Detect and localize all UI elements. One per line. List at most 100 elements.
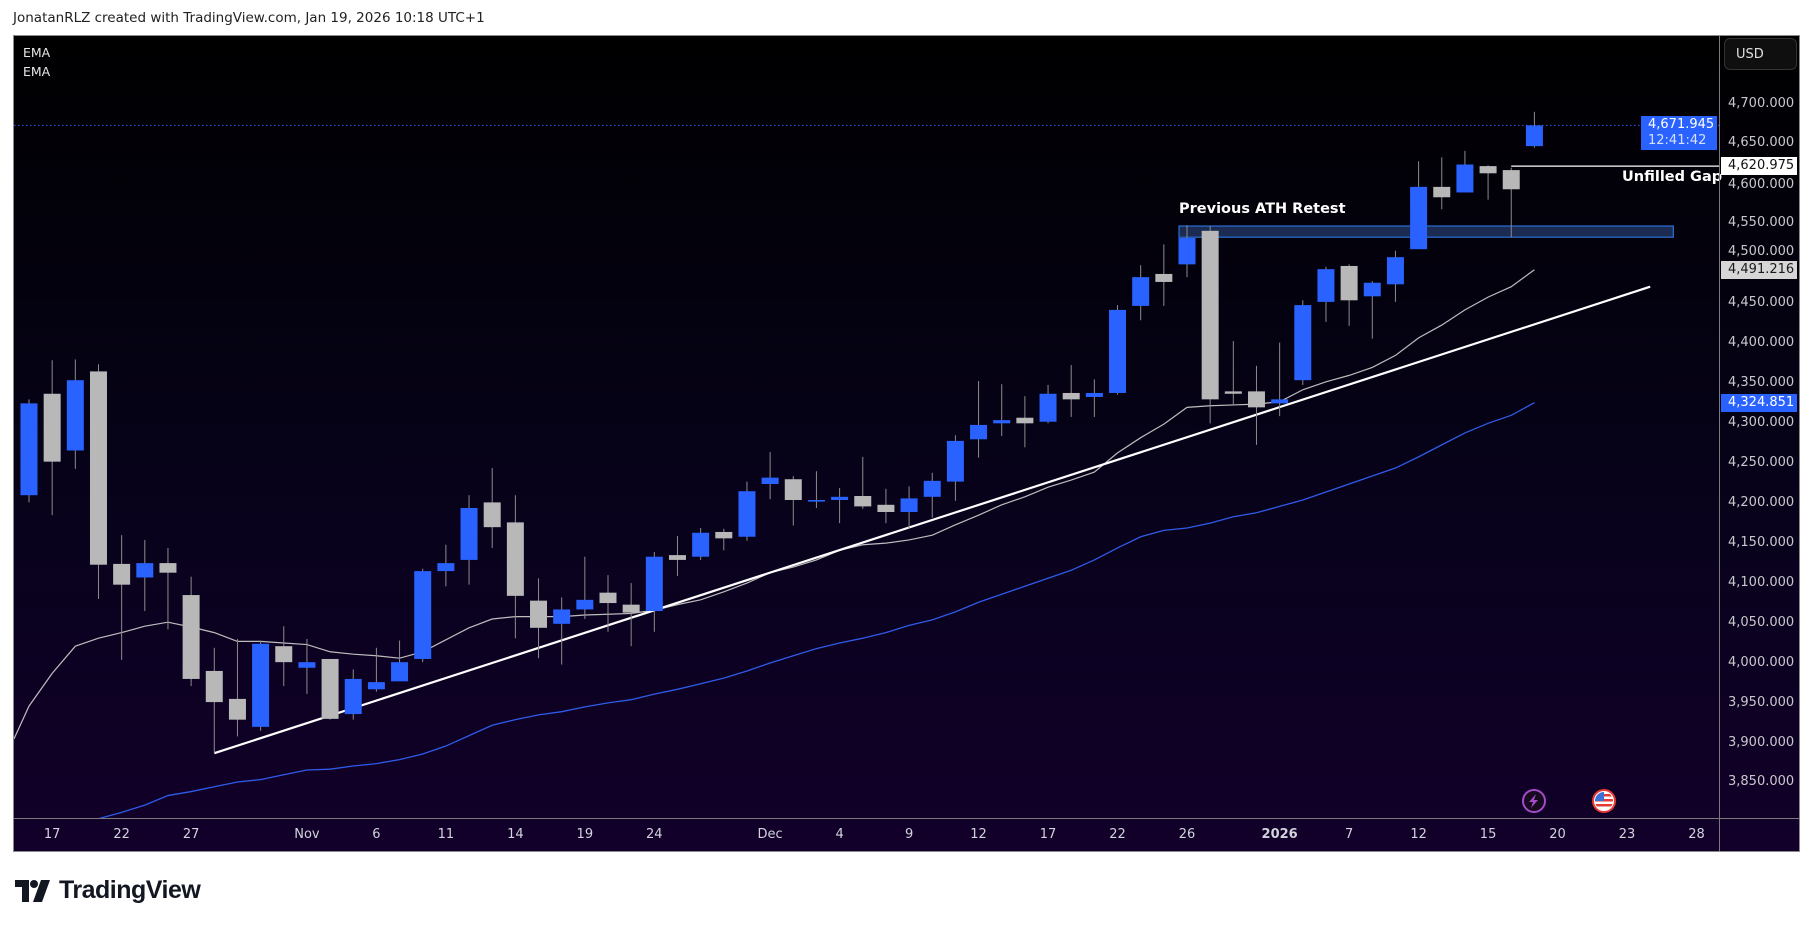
candle-body — [553, 609, 571, 624]
candle-body — [1340, 265, 1358, 301]
chart-credit: JonatanRLZ created with TradingView.com,… — [13, 10, 485, 26]
candle-body — [43, 393, 61, 462]
candle-body — [530, 600, 548, 628]
candle-body — [113, 563, 131, 585]
time-tick-label: 12 — [970, 827, 987, 842]
candle-body — [1363, 282, 1381, 297]
price-tick-label: 4,250.000 — [1728, 454, 1795, 470]
currency-button[interactable]: USD — [1724, 38, 1797, 70]
candle-body — [1410, 186, 1428, 250]
tradingview-logo[interactable]: TradingView — [15, 876, 201, 905]
time-tick-label: 11 — [437, 827, 455, 842]
time-tick-label: 26 — [1178, 827, 1196, 842]
candle-body — [1456, 164, 1474, 193]
candle-body — [437, 563, 455, 572]
us-flag-icon[interactable] — [1591, 789, 1616, 813]
price-tick-label: 4,650.000 — [1728, 135, 1795, 151]
countdown-timer: 12:41:42 — [1648, 133, 1707, 149]
price-tick-label: 4,050.000 — [1728, 614, 1795, 630]
time-tick-label: 4 — [835, 827, 844, 842]
price-tick-label: 4,450.000 — [1728, 295, 1795, 311]
candle-body — [900, 498, 918, 512]
time-axis[interactable]: 17 22 27 Nov 6 11 14 19 24 Dec 4 9 12 17 22 26 2026 7 12 15… — [14, 818, 1799, 851]
chart-container[interactable]: EMA EMA Previous ATH Retest Unfilled Gap… — [13, 35, 1800, 852]
price-tick-label: 3,900.000 — [1728, 734, 1795, 750]
time-tick-label: 22 — [1109, 827, 1126, 842]
time-tick-label: 12 — [1410, 827, 1427, 842]
price-tick-label: 4,350.000 — [1728, 375, 1795, 391]
candle-body — [321, 658, 339, 719]
candle-body — [622, 604, 640, 613]
time-tick-label: 6 — [372, 827, 381, 842]
candle-body — [576, 599, 594, 610]
time-tick-label: 17 — [1039, 827, 1057, 842]
candle-body — [1294, 305, 1312, 381]
time-tick-label: Nov — [294, 827, 320, 842]
time-tick-label: 17 — [43, 827, 61, 842]
candle-body — [159, 563, 177, 573]
candle-body — [1201, 230, 1219, 400]
price-pane[interactable] — [14, 36, 1719, 818]
lightning-icon[interactable] — [1522, 789, 1547, 813]
trendline[interactable] — [213, 285, 1651, 755]
candle-body — [344, 678, 362, 715]
unfilled-gap-label[interactable]: Unfilled Gap — [1622, 169, 1723, 186]
ema-slow-tag: 4,324.851 — [1721, 393, 1797, 412]
candle-body — [182, 595, 200, 679]
candle-body — [1085, 392, 1103, 397]
candle-body — [715, 531, 733, 539]
candle-body — [298, 662, 316, 668]
time-tick-label: 15 — [1479, 827, 1497, 842]
candle-body — [1224, 391, 1242, 394]
ema-slow-line[interactable] — [14, 402, 1535, 818]
time-tick-label: 20 — [1549, 827, 1566, 842]
candle-body — [1178, 237, 1196, 265]
candle-body — [668, 555, 686, 560]
price-axis[interactable]: USD 4,620.975 4,491.216 4,324.851 3,850.000… — [1719, 36, 1799, 818]
candle-body — [414, 571, 432, 659]
candle-body — [831, 496, 849, 501]
candle-body — [275, 646, 293, 663]
candle-body — [89, 371, 107, 565]
legend-ema-fast[interactable]: EMA — [23, 45, 51, 60]
candle-body — [228, 698, 246, 720]
price-tick-label: 4,600.000 — [1728, 177, 1795, 193]
candle-body — [1433, 186, 1451, 198]
candle-body — [761, 477, 779, 485]
candle-body — [692, 532, 710, 557]
price-tick-label: 4,500.000 — [1728, 243, 1795, 259]
time-tick-label: Dec — [757, 827, 783, 842]
candle-body — [460, 507, 478, 560]
candle-body — [205, 670, 223, 703]
candle-body — [1155, 273, 1173, 282]
candle-body — [483, 502, 501, 528]
time-tick-label: 27 — [182, 827, 200, 842]
candle-body — [367, 682, 385, 690]
candle-body — [1016, 417, 1034, 424]
candle-body — [1109, 309, 1127, 393]
legend-ema-slow[interactable]: EMA — [23, 64, 51, 79]
candle-body — [1271, 399, 1289, 404]
time-tick-label: 9 — [904, 827, 914, 842]
time-tick-label: 28 — [1688, 827, 1705, 842]
candle-body — [1132, 277, 1150, 306]
candle-body — [877, 504, 895, 512]
gap-level-tag: 4,620.975 — [1721, 157, 1797, 176]
tradingview-logo-icon — [15, 879, 50, 902]
logo-text: TradingView — [59, 876, 201, 904]
candle-body — [784, 479, 802, 501]
time-tick-label: 19 — [576, 827, 594, 842]
candle-body — [20, 403, 38, 496]
time-tick-label: 24 — [646, 827, 663, 842]
candle-body — [923, 480, 941, 497]
previous-ath-retest-label[interactable]: Previous ATH Retest — [1179, 201, 1346, 217]
price-tick-label: 4,550.000 — [1728, 215, 1795, 231]
candle-body — [136, 563, 154, 578]
price-tick-label: 4,000.000 — [1728, 654, 1795, 670]
candle-body — [1039, 393, 1057, 422]
time-tick-label: 14 — [507, 827, 524, 842]
time-tick-label: 23 — [1618, 827, 1636, 842]
candle-body — [66, 380, 84, 451]
price-tick-label: 4,300.000 — [1728, 415, 1795, 431]
candle-body — [1317, 269, 1335, 302]
